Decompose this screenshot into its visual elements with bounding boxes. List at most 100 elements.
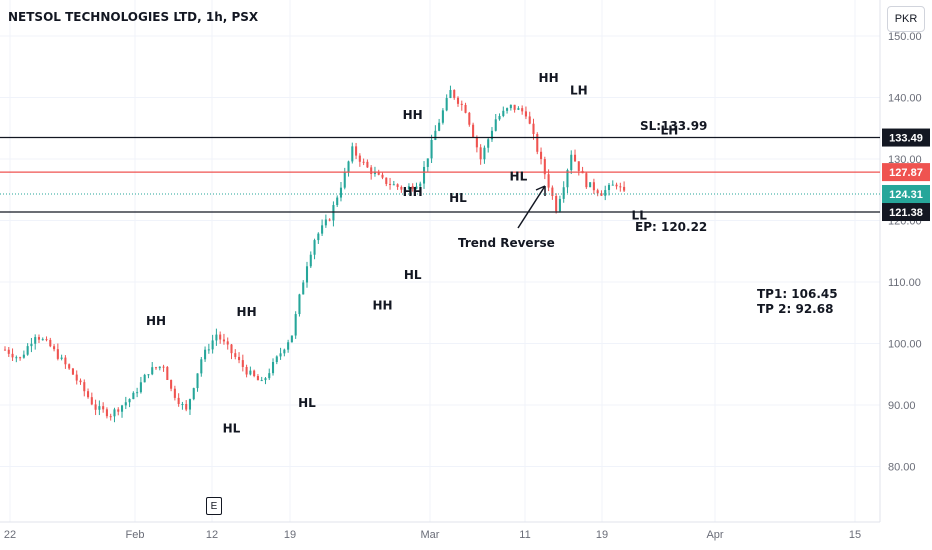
candle-body <box>377 172 380 175</box>
candle-body <box>521 108 524 112</box>
candle-body <box>536 134 539 152</box>
candle-body <box>230 344 233 354</box>
candle-body <box>532 123 535 135</box>
candle-body <box>136 392 139 394</box>
candle-body <box>268 373 271 379</box>
candle-body <box>317 233 320 241</box>
candle-body <box>339 187 343 198</box>
candle-body <box>513 104 516 110</box>
candle-body <box>596 190 599 194</box>
candle-body <box>30 343 33 347</box>
candle-body <box>475 137 478 148</box>
price-label-text: 127.87 <box>889 167 923 179</box>
candle-body <box>336 197 339 206</box>
chart-title: NETSOL TECHNOLOGIES LTD, 1h, PSX <box>8 10 259 24</box>
candle-body <box>22 354 25 358</box>
candle-body <box>298 294 301 315</box>
candle-body <box>113 409 116 417</box>
candle-body <box>211 340 214 350</box>
candle-body <box>260 380 263 382</box>
candle-body <box>592 182 595 191</box>
candle-body <box>524 111 527 117</box>
price-label-badge <box>882 163 930 182</box>
candle-body <box>75 374 78 381</box>
candle-body <box>464 104 467 113</box>
candle-body <box>83 382 86 392</box>
candle-body <box>309 254 312 267</box>
candle-body <box>479 147 482 160</box>
candle-body <box>200 359 203 374</box>
candle-body <box>19 357 22 359</box>
candle-body <box>460 103 463 105</box>
candle-body <box>215 334 218 341</box>
candle-body <box>249 370 252 375</box>
currency-button[interactable]: PKR <box>887 6 925 32</box>
structure-label: HH <box>403 108 423 122</box>
chart-note: TP1: 106.45 <box>757 287 838 301</box>
candle-body <box>558 198 561 212</box>
x-tick-label: 22 <box>4 529 16 541</box>
candle-body <box>15 357 18 359</box>
candle-body <box>139 382 142 393</box>
candle-body <box>64 357 67 365</box>
candle-body <box>517 108 520 110</box>
candle-body <box>226 341 229 345</box>
candle-body <box>396 184 399 187</box>
candle-body <box>619 186 622 188</box>
candle-body <box>41 339 44 341</box>
candle-body <box>283 349 286 354</box>
candle-body <box>362 161 365 163</box>
candle-body <box>166 367 169 381</box>
earnings-marker[interactable]: E <box>206 497 222 515</box>
structure-label: HL <box>449 191 467 205</box>
candle-body <box>305 266 309 283</box>
candle-body <box>419 183 422 187</box>
chart-note: TP 2: 92.68 <box>757 302 833 316</box>
candle-body <box>53 346 56 350</box>
price-label-badge <box>882 203 930 222</box>
structure-label: HL <box>404 268 422 282</box>
candle-body <box>196 373 199 389</box>
y-tick-label: 110.00 <box>888 277 921 289</box>
candle-body <box>124 402 127 406</box>
candle-body <box>562 187 565 199</box>
candle-body <box>207 349 210 351</box>
candle-body <box>615 184 618 187</box>
candle-body <box>600 193 603 196</box>
price-label-text: 121.38 <box>889 207 923 219</box>
candle-body <box>102 406 105 410</box>
candle-body <box>347 161 350 173</box>
candle-body <box>381 174 384 178</box>
candle-body <box>241 360 244 367</box>
candle-body <box>181 404 184 406</box>
candle-body <box>445 98 448 111</box>
price-label-badge <box>882 128 930 147</box>
candle-body <box>585 173 588 188</box>
candle-body <box>570 154 573 171</box>
price-label-text: 133.49 <box>889 133 923 145</box>
candle-body <box>105 409 108 417</box>
trend-arrow-line <box>517 185 546 229</box>
candle-body <box>7 349 10 354</box>
structure-label: LL <box>632 208 648 222</box>
candle-body <box>37 337 41 340</box>
structure-label: HH <box>539 71 559 85</box>
candle-body <box>154 367 158 369</box>
x-tick-label: 19 <box>284 529 296 541</box>
candle-body <box>71 368 74 375</box>
candle-body <box>332 205 335 221</box>
y-tick-label: 80.00 <box>888 462 916 474</box>
candle-body <box>343 172 346 188</box>
candle-body <box>573 154 577 162</box>
candle-body <box>543 159 546 175</box>
candle-body <box>604 190 607 196</box>
candle-body <box>358 155 361 162</box>
y-tick-label: 130.00 <box>888 154 922 166</box>
x-tick-label: Apr <box>706 529 723 541</box>
candle-body <box>407 186 410 190</box>
candle-body <box>566 170 569 188</box>
candle-body <box>151 367 154 375</box>
candle-body <box>389 183 392 185</box>
candle-body <box>411 186 414 189</box>
